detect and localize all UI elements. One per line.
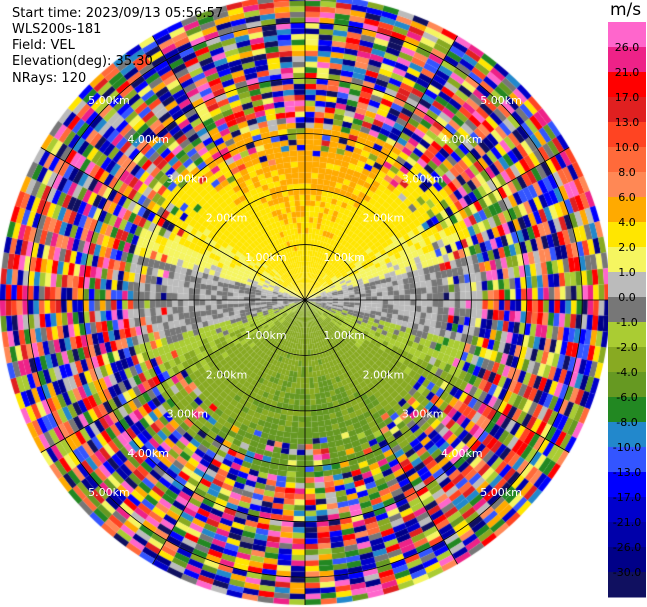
ring-label-4-1: 4.00km bbox=[441, 133, 483, 146]
azimuth-spoke-30 bbox=[304, 35, 458, 301]
colorbar-band-18 bbox=[608, 472, 646, 498]
colorbar-tick-4: 10.0 bbox=[615, 141, 640, 154]
colorbar-tick-2: 17.0 bbox=[615, 91, 640, 104]
ring-label-1-2: 1.00km bbox=[323, 329, 365, 342]
azimuth-spoke-240 bbox=[40, 299, 306, 453]
azimuth-spoke-120 bbox=[304, 299, 570, 453]
colorbar-tick-18: -17.0 bbox=[613, 491, 641, 504]
azimuth-spoke-150 bbox=[304, 299, 458, 565]
ring-label-1-3: 1.00km bbox=[245, 329, 287, 342]
ring-label-2-0: 2.00km bbox=[206, 212, 248, 225]
azimuth-spoke-210 bbox=[152, 299, 306, 565]
elevation-label: Elevation(deg): 35.30 bbox=[12, 54, 153, 69]
colorbar-tick-10: 0.0 bbox=[618, 291, 636, 304]
colorbar-tick-6: 6.0 bbox=[618, 191, 636, 204]
colorbar-tick-7: 4.0 bbox=[618, 216, 636, 229]
colorbar-tick-11: -1.0 bbox=[616, 316, 637, 329]
colorbar-band-7 bbox=[608, 197, 646, 223]
ring-label-5-2: 5.00km bbox=[480, 486, 522, 499]
ring-label-2-2: 2.00km bbox=[363, 368, 405, 381]
colorbar-tick-13: -4.0 bbox=[616, 366, 637, 379]
field-label: Field: VEL bbox=[12, 38, 75, 53]
colorbar-band-3 bbox=[608, 97, 646, 123]
colorbar-tick-16: -10.0 bbox=[613, 441, 641, 454]
colorbar-band-8 bbox=[608, 222, 646, 248]
colorbar-band-13 bbox=[608, 347, 646, 373]
ring-label-3-0: 3.00km bbox=[167, 172, 209, 185]
ring-label-5-1: 5.00km bbox=[480, 94, 522, 107]
colorbar-tick-12: -2.0 bbox=[616, 341, 637, 354]
ring-label-2-1: 2.00km bbox=[363, 212, 405, 225]
colorbar-band-0 bbox=[608, 22, 646, 48]
colorbar-title: m/s bbox=[610, 0, 642, 20]
ring-label-3-2: 3.00km bbox=[402, 408, 444, 421]
colorbar-tick-17: -13.0 bbox=[613, 466, 641, 479]
colorbar-band-4 bbox=[608, 122, 646, 148]
colorbar-band-21 bbox=[608, 547, 646, 573]
colorbar-tick-14: -6.0 bbox=[616, 391, 637, 404]
colorbar-band-14 bbox=[608, 372, 646, 398]
nrays-label: NRays: 120 bbox=[12, 71, 87, 86]
azimuth-spoke-330 bbox=[152, 35, 306, 301]
instrument-label: WLS200s-181 bbox=[12, 22, 102, 37]
colorbar-band-17 bbox=[608, 447, 646, 473]
ring-label-1-1: 1.00km bbox=[323, 251, 365, 264]
ring-label-2-3: 2.00km bbox=[206, 368, 248, 381]
colorbar-band-5 bbox=[608, 147, 646, 173]
start-time-label: Start time: 2023/09/13 05:56:57 bbox=[12, 6, 224, 21]
colorbar-band-9 bbox=[608, 247, 646, 273]
azimuth-spoke-60 bbox=[304, 147, 570, 301]
colorbar-band-19 bbox=[608, 497, 646, 523]
colorbar-band-10 bbox=[608, 272, 646, 298]
ring-label-4-0: 4.00km bbox=[127, 133, 169, 146]
colorbar-tick-21: -30.0 bbox=[613, 566, 641, 579]
colorbar-tick-5: 8.0 bbox=[618, 166, 636, 179]
colorbar-band-6 bbox=[608, 172, 646, 198]
colorbar-band-12 bbox=[608, 322, 646, 348]
azimuth-spoke-300 bbox=[40, 147, 306, 301]
ring-label-3-1: 3.00km bbox=[402, 172, 444, 185]
ring-label-4-3: 4.00km bbox=[127, 447, 169, 460]
ring-label-3-3: 3.00km bbox=[167, 408, 209, 421]
ring-label-1-0: 1.00km bbox=[245, 251, 287, 264]
colorbar-band-15 bbox=[608, 397, 646, 423]
colorbar-band-20 bbox=[608, 522, 646, 548]
colorbar-tick-9: 1.0 bbox=[618, 266, 636, 279]
colorbar-tick-15: -8.0 bbox=[616, 416, 637, 429]
colorbar-band-11 bbox=[608, 297, 646, 323]
colorbar-tick-3: 13.0 bbox=[615, 116, 640, 129]
colorbar-tick-1: 21.0 bbox=[615, 66, 640, 79]
colorbar-band-16 bbox=[608, 422, 646, 448]
colorbar-band-1 bbox=[608, 47, 646, 73]
ring-label-4-2: 4.00km bbox=[441, 447, 483, 460]
colorbar-tick-8: 2.0 bbox=[618, 241, 636, 254]
colorbar-band-22 bbox=[608, 572, 646, 598]
ring-label-5-3: 5.00km bbox=[88, 486, 130, 499]
ring-label-5-0: 5.00km bbox=[88, 94, 130, 107]
colorbar-tick-20: -26.0 bbox=[613, 541, 641, 554]
colorbar-band-2 bbox=[608, 72, 646, 98]
colorbar-tick-19: -21.0 bbox=[613, 516, 641, 529]
colorbar-tick-0: 26.0 bbox=[615, 41, 640, 54]
